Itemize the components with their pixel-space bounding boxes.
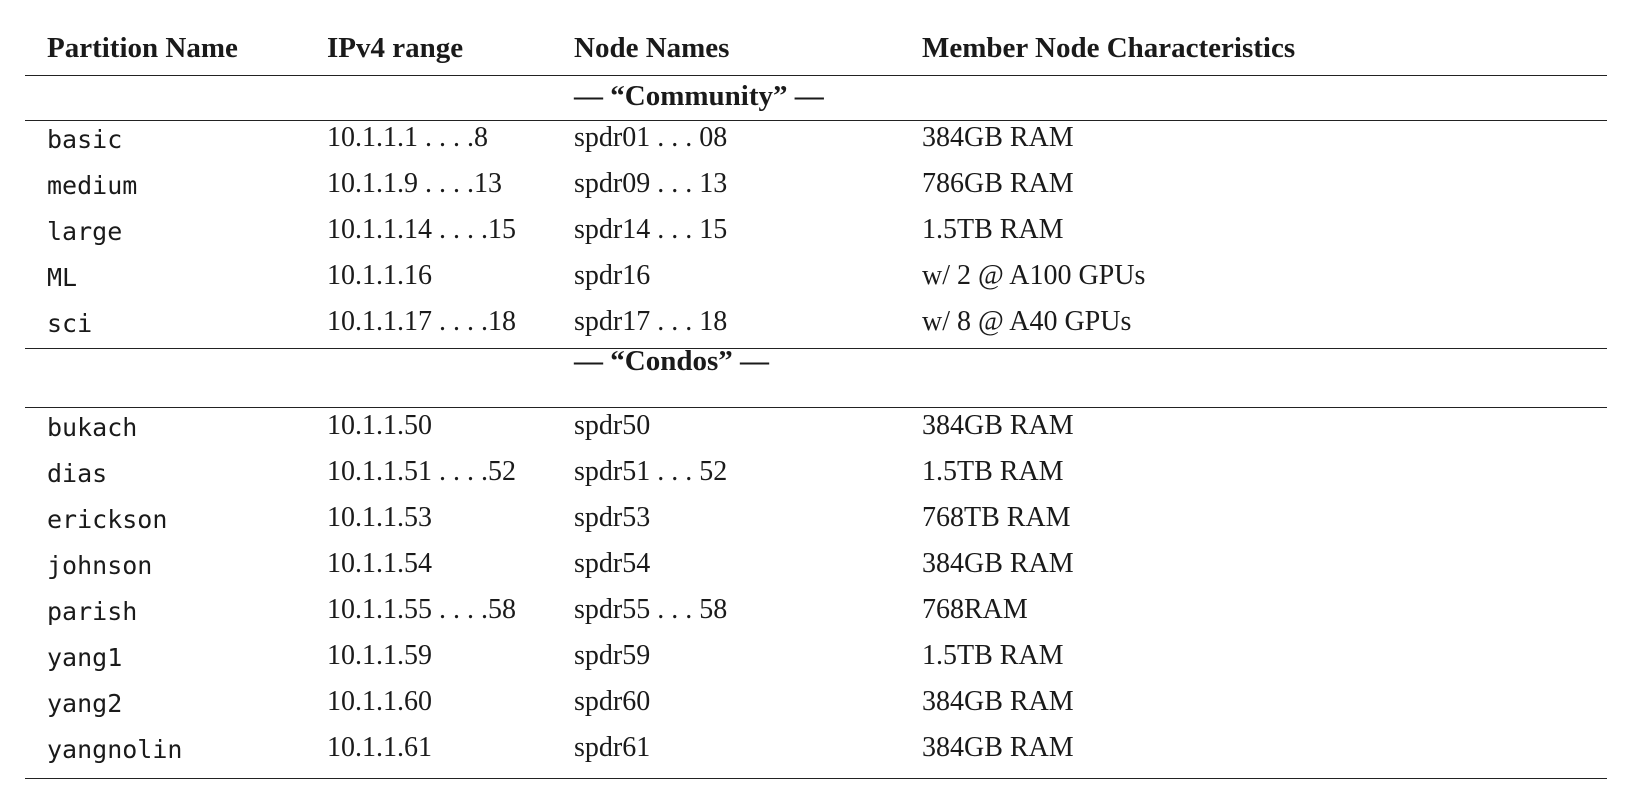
section-title: — “Condos” — [574,345,769,377]
characteristics-cell: 768TB RAM [922,502,1071,533]
ipv4-range-cell: 10.1.1.16 [327,260,432,291]
section-rule [25,407,1607,408]
ipv4-range-cell: 10.1.1.9 . . . .13 [327,168,502,199]
bottom-rule [25,778,1607,779]
ipv4-range-cell: 10.1.1.53 [327,502,432,533]
ipv4-range-cell: 10.1.1.17 . . . .18 [327,306,516,337]
ipv4-range-cell: 10.1.1.55 . . . .58 [327,594,516,625]
table-row: yang1 10.1.1.59 spdr59 1.5TB RAM [25,640,1607,686]
partition-name-cell: erickson [47,505,168,534]
ipv4-range-cell: 10.1.1.61 [327,732,432,763]
partition-name-cell: dias [47,459,108,488]
partition-name-cell: sci [47,309,93,338]
partition-name-cell: bukach [47,413,138,442]
ipv4-range-cell: 10.1.1.60 [327,686,432,717]
partition-name-cell: yang2 [47,689,123,718]
node-names-cell: spdr60 [574,686,651,717]
node-names-cell: spdr14 . . . 15 [574,214,728,245]
partition-name-cell: large [47,217,123,246]
node-names-cell: spdr55 . . . 58 [574,594,728,625]
partition-name-cell: yangnolin [47,735,183,764]
header-rule [25,75,1607,76]
ipv4-range-cell: 10.1.1.50 [327,410,432,441]
characteristics-cell: 384GB RAM [922,410,1074,441]
characteristics-cell: 1.5TB RAM [922,456,1064,487]
table-row: medium 10.1.1.9 . . . .13 spdr09 . . . 13 7… [25,168,1607,214]
header-node-names: Node Names [574,32,730,64]
characteristics-cell: 1.5TB RAM [922,640,1064,671]
table-row: yang2 10.1.1.60 spdr60 384GB RAM [25,686,1607,732]
characteristics-cell: w/ 8 @ A40 GPUs [922,306,1132,337]
section-title: — “Community” — [574,80,824,112]
characteristics-cell: 384GB RAM [922,122,1074,153]
node-names-cell: spdr61 [574,732,651,763]
characteristics-cell: 1.5TB RAM [922,214,1064,245]
table-row: erickson 10.1.1.53 spdr53 768TB RAM [25,502,1607,548]
node-names-cell: spdr53 [574,502,651,533]
table-row: johnson 10.1.1.54 spdr54 384GB RAM [25,548,1607,594]
table-row: sci 10.1.1.17 . . . .18 spdr17 . . . 18 w/ … [25,306,1607,352]
header-member-node-characteristics: Member Node Characteristics [922,32,1296,64]
node-names-cell: spdr59 [574,640,651,671]
partition-name-cell: medium [47,171,138,200]
node-names-cell: spdr51 . . . 52 [574,456,728,487]
partition-name-cell: johnson [47,551,153,580]
header-ipv4-range: IPv4 range [327,32,464,64]
ipv4-range-cell: 10.1.1.59 [327,640,432,671]
node-names-cell: spdr17 . . . 18 [574,306,728,337]
characteristics-cell: 786GB RAM [922,168,1074,199]
partition-name-cell: parish [47,597,138,626]
table-row: basic 10.1.1.1 . . . .8 spdr01 . . . 08 384… [25,122,1607,168]
characteristics-cell: 384GB RAM [922,732,1074,763]
table-row: ML 10.1.1.16 spdr16 w/ 2 @ A100 GPUs [25,260,1607,306]
partition-name-cell: yang1 [47,643,123,672]
section-rule [25,348,1607,349]
partition-name-cell: basic [47,125,123,154]
table-row: bukach 10.1.1.50 spdr50 384GB RAM [25,410,1607,456]
characteristics-cell: w/ 2 @ A100 GPUs [922,260,1146,291]
node-names-cell: spdr16 [574,260,651,291]
table-row: dias 10.1.1.51 . . . .52 spdr51 . . . 52 1.… [25,456,1607,502]
node-names-cell: spdr01 . . . 08 [574,122,728,153]
table-row: parish 10.1.1.55 . . . .58 spdr55 . . . 58… [25,594,1607,640]
partition-name-cell: ML [47,263,78,292]
table-header: Partition Name IPv4 range Node Names Mem… [25,32,1607,72]
characteristics-cell: 384GB RAM [922,686,1074,717]
characteristics-cell: 768RAM [922,594,1028,625]
section-rule [25,120,1607,121]
header-partition-name: Partition Name [47,32,238,64]
ipv4-range-cell: 10.1.1.14 . . . .15 [327,214,516,245]
ipv4-range-cell: 10.1.1.51 . . . .52 [327,456,516,487]
node-names-cell: spdr50 [574,410,651,441]
ipv4-range-cell: 10.1.1.1 . . . .8 [327,122,488,153]
node-names-cell: spdr54 [574,548,651,579]
ipv4-range-cell: 10.1.1.54 [327,548,432,579]
table-row: large 10.1.1.14 . . . .15 spdr14 . . . 15 1… [25,214,1607,260]
characteristics-cell: 384GB RAM [922,548,1074,579]
table-row: yangnolin 10.1.1.61 spdr61 384GB RAM [25,732,1607,778]
node-names-cell: spdr09 . . . 13 [574,168,728,199]
